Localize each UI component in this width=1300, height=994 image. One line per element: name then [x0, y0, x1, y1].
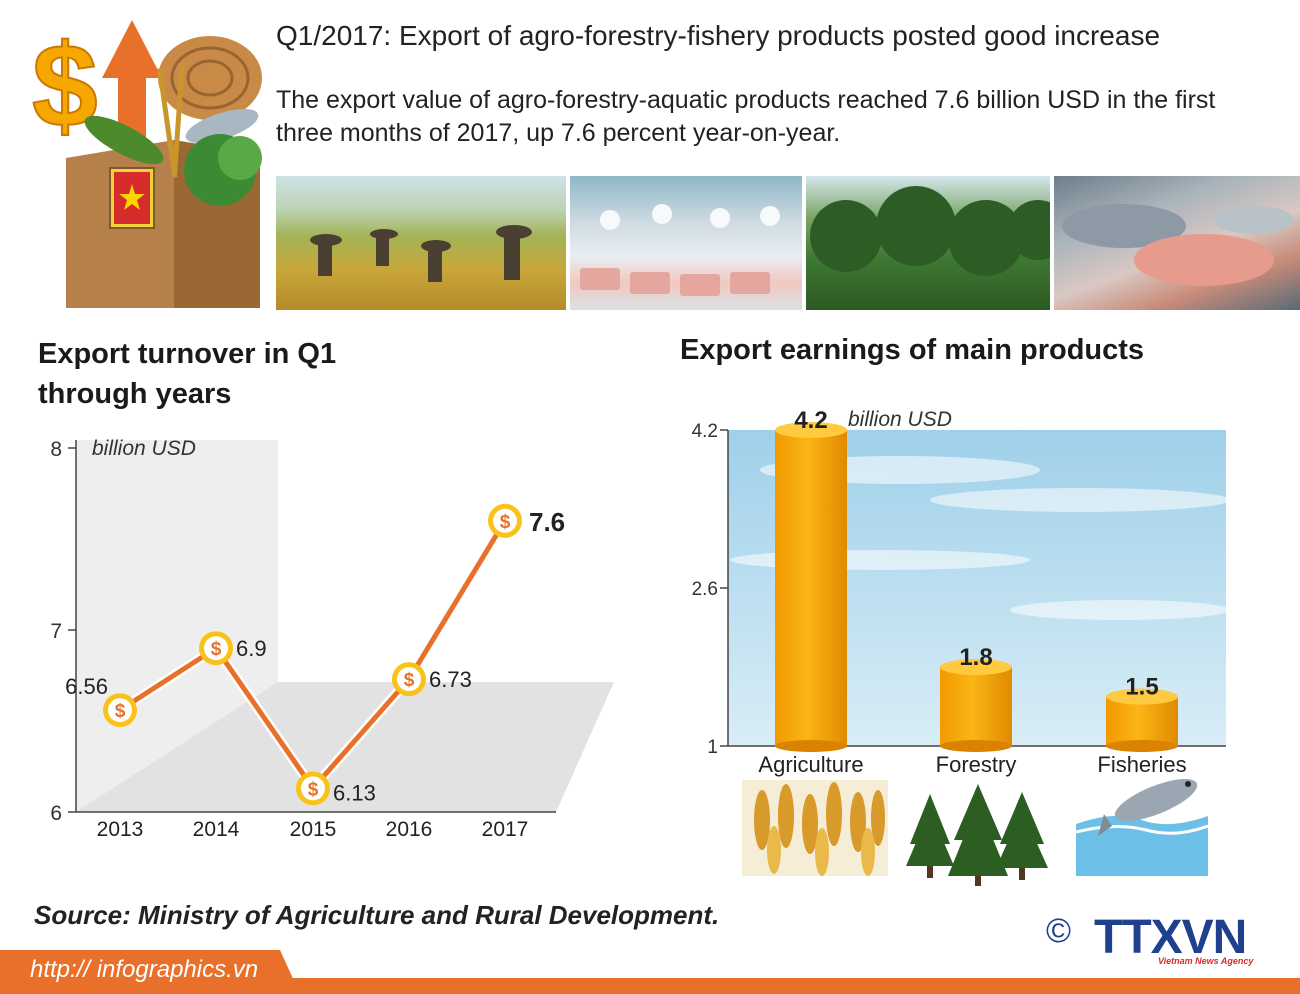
- dollar-coin-icon: $: [392, 662, 426, 697]
- vietnam-flag-star-icon: [119, 184, 145, 210]
- dollar-coin-icon: $: [103, 693, 137, 728]
- export-box-illustration: $: [31, 19, 262, 308]
- page-subtitle: The export value of agro-forestry-aquati…: [276, 86, 1216, 147]
- wheat-icon: [742, 780, 888, 876]
- line-x-tick-label: 2017: [482, 818, 529, 841]
- line-y-tick-label: 8: [50, 438, 62, 461]
- photo-seafood-processing: [570, 176, 802, 310]
- fish-icon: [1076, 779, 1208, 876]
- lettuce-icon: [184, 134, 262, 206]
- line-data-label: 6.56: [65, 674, 108, 699]
- cucumber-icon: [84, 115, 164, 165]
- page-title: Q1/2017: Export of agro-forestry-fishery…: [276, 20, 1161, 51]
- photo-fresh-fish: [1054, 176, 1300, 310]
- line-data-label: 7.6: [529, 507, 565, 537]
- photo-rice-harvest: [276, 176, 566, 310]
- dollar-coin-icon: $: [199, 631, 233, 666]
- line-chart-heading: Export turnover in Q1 through years: [38, 338, 337, 410]
- svg-text:$: $: [500, 512, 511, 533]
- footer-bar: [0, 978, 1300, 994]
- pine-trees-icon: [906, 784, 1048, 886]
- fish-icon: [185, 108, 259, 144]
- fish-shape: [1098, 779, 1198, 836]
- svg-text:$: $: [211, 639, 222, 660]
- photo-forest: [806, 176, 1050, 310]
- wheat-icon: [157, 63, 185, 178]
- svg-text:$: $: [404, 670, 415, 691]
- line-x-tick-label: 2015: [290, 818, 337, 841]
- dollar-coin-icon: $: [488, 503, 522, 538]
- source-note: Source: Ministry of Agriculture and Rura…: [34, 900, 720, 930]
- ttxvn-logo: TTXVN: [1094, 911, 1247, 964]
- bar-chart-heading: Export earnings of main products: [680, 334, 1145, 366]
- up-arrow-icon: [102, 20, 162, 158]
- wood-slice-icon: [158, 36, 262, 120]
- line-data-label: 6.9: [236, 636, 267, 661]
- line-data-label: 6.73: [429, 667, 472, 692]
- svg-text:$: $: [308, 779, 319, 800]
- line-data-label: 6.13: [333, 780, 376, 805]
- line-x-tick-label: 2016: [386, 818, 433, 841]
- footer-url-link[interactable]: http:// infographics.vn: [30, 956, 259, 983]
- svg-text:$: $: [115, 701, 126, 722]
- footer-url-tab: [0, 950, 300, 994]
- line-y-unit: billion USD: [92, 437, 196, 460]
- line-x-tick-label: 2013: [97, 818, 144, 841]
- dollar-icon: $: [32, 20, 98, 152]
- line-x-tick-label: 2014: [193, 818, 240, 841]
- line-y-tick-label: 7: [50, 620, 62, 643]
- dollar-coin-icon: $: [296, 771, 330, 806]
- copyright-symbol: ©: [1046, 912, 1072, 950]
- ttxvn-logo-subtext: Vietnam News Agency: [1158, 956, 1254, 966]
- line-y-tick-label: 6: [50, 802, 62, 825]
